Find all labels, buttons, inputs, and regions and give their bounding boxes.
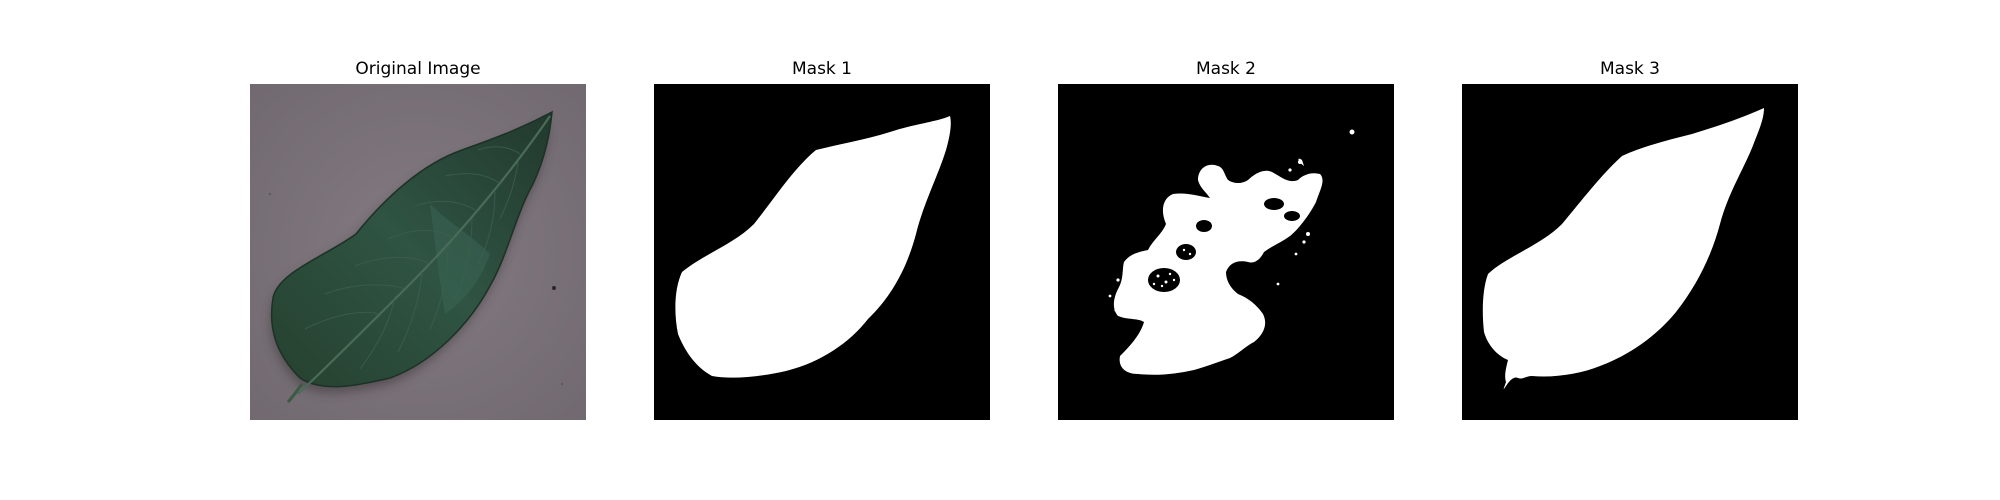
panel-title: Mask 1 xyxy=(791,59,852,79)
panel-title: Original Image xyxy=(355,59,481,79)
mask-3-image xyxy=(1462,84,1798,420)
mask-1-image xyxy=(654,84,990,420)
original-leaf-photo xyxy=(250,84,586,420)
leaf-blade xyxy=(270,110,553,388)
mask-3-region xyxy=(1482,108,1764,389)
mask-2-image xyxy=(1058,84,1394,420)
panel-title: Mask 2 xyxy=(1195,59,1256,79)
panel-title: Mask 3 xyxy=(1599,59,1660,79)
leaf-petiole xyxy=(286,383,304,404)
mask-1-region xyxy=(675,116,951,378)
mask-2-region xyxy=(1108,129,1355,375)
leaf-midrib xyxy=(297,115,551,395)
